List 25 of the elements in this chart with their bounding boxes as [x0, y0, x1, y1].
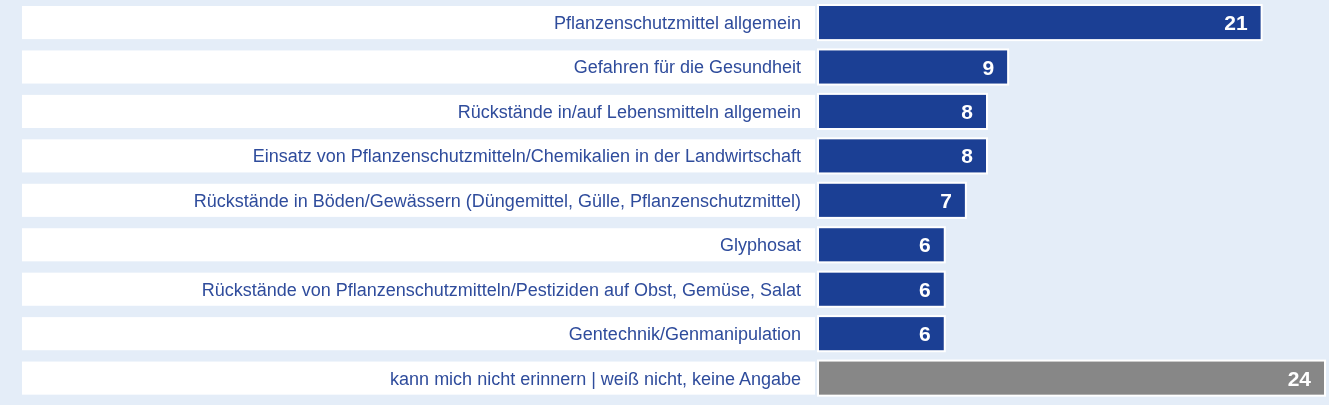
y-tick-label: Gefahren für die Gesundheit [573, 57, 801, 78]
y-tick-label: Einsatz von Pflanzenschutzmitteln/Chemikalien in der Landwirtschaft [252, 146, 801, 167]
data-label: 21 [1224, 11, 1248, 35]
bar [817, 137, 988, 175]
y-tick-label: Rückstände von Pflanzenschutzmitteln/Pestiziden auf Obst, Gemüse, Salat [201, 279, 801, 300]
data-label: 8 [961, 144, 974, 168]
y-tick-label: Rückstände in/auf Lebensmitteln allgemein [457, 101, 801, 122]
data-label: 24 [1287, 366, 1312, 390]
bar [817, 92, 988, 130]
data-label: 7 [940, 188, 952, 212]
y-tick-label: kann mich nicht erinnern | weiß nicht, keine Angabe [390, 368, 801, 389]
bar [817, 48, 1010, 86]
bar [817, 226, 946, 264]
data-label: 6 [919, 322, 931, 346]
bar [817, 315, 946, 353]
data-label: 9 [982, 55, 995, 79]
data-label: 6 [919, 277, 931, 301]
bar [817, 270, 946, 308]
y-tick-label: Pflanzenschutzmittel allgemein [553, 13, 801, 34]
data-label: 8 [961, 100, 974, 123]
y-tick-label: Glyphosat [719, 235, 801, 256]
y-tick-label: Gentechnik/Genmanipulation [568, 324, 801, 345]
bar [817, 181, 967, 219]
data-label: 6 [919, 233, 931, 257]
y-tick-label: Rückstände in Böden/Gewässern (Düngemittel, Gülle, Pflanzenschutzmittel) [193, 190, 801, 211]
